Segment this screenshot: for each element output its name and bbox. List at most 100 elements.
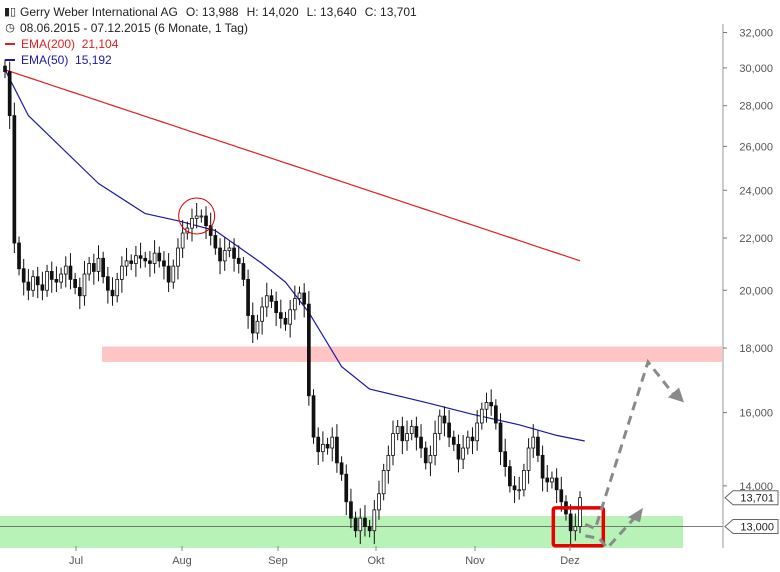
- candle-body: [353, 517, 358, 532]
- candle-body: [367, 526, 372, 532]
- candle: [325, 437, 330, 455]
- candle: [208, 212, 213, 246]
- candle-body: [503, 451, 508, 468]
- candle-body: [143, 257, 148, 262]
- candle-body: [292, 298, 297, 311]
- candle-body: [498, 422, 503, 453]
- x-tick-label: Dez: [560, 555, 580, 567]
- candle: [68, 253, 73, 290]
- candle: [540, 445, 545, 492]
- candle-body: [550, 477, 554, 483]
- candle: [180, 220, 185, 259]
- x-tick-label: Okt: [367, 555, 384, 567]
- candle-body: [433, 433, 437, 456]
- y-tick-label: 32,000: [739, 28, 773, 40]
- x-tick-label: Sep: [268, 555, 288, 567]
- candle-body: [339, 462, 344, 475]
- candle-body: [377, 493, 381, 511]
- candle: [218, 238, 222, 275]
- candle: [166, 253, 171, 293]
- candle-body: [573, 526, 578, 532]
- candle: [316, 427, 321, 466]
- candle-body: [264, 295, 269, 308]
- candle-body: [349, 501, 353, 519]
- highlight-box: [551, 506, 606, 548]
- candle-body: [391, 433, 395, 456]
- high-label: H:: [246, 5, 259, 19]
- projection-down-path: [585, 512, 640, 551]
- candle-body: [49, 270, 54, 280]
- candle: [40, 271, 45, 301]
- candle-body: [54, 278, 59, 283]
- candle-body: [456, 443, 461, 460]
- x-tick-label: Jul: [69, 555, 83, 567]
- candle-body: [171, 265, 176, 283]
- candle-body: [274, 300, 278, 314]
- candle-body: [110, 289, 115, 297]
- candle: [157, 246, 162, 268]
- y-tick-label: 14,000: [739, 481, 773, 493]
- y-tick-label: 30,000: [739, 63, 773, 75]
- candle: [222, 237, 227, 271]
- legend-range-row: ◷ 08.06.2015 - 07.12.2015 (6 Monate, 1 T…: [4, 20, 417, 36]
- candle-body: [246, 278, 250, 316]
- open-label: O:: [185, 5, 199, 19]
- candle: [35, 266, 40, 299]
- candle-body: [124, 260, 129, 267]
- candle: [573, 513, 578, 541]
- candle-body: [283, 317, 288, 325]
- candle: [45, 264, 49, 297]
- candle-body: [138, 255, 143, 259]
- candle-body: [316, 436, 321, 453]
- candle-body: [63, 265, 68, 275]
- candle-body: [40, 284, 45, 291]
- candle-body: [35, 276, 40, 286]
- candle: [437, 409, 442, 441]
- candle-body: [372, 509, 377, 532]
- candle: [465, 430, 470, 455]
- projection-up-path: [584, 358, 678, 531]
- candle: [91, 253, 96, 285]
- candle-body: [508, 466, 512, 487]
- candle: [120, 256, 124, 293]
- y-tick-label: 16,000: [739, 408, 773, 420]
- candle-body: [559, 489, 564, 503]
- candle: [260, 297, 264, 335]
- x-tick-label: Aug: [172, 555, 192, 567]
- candle: [54, 266, 59, 293]
- candle: [190, 208, 194, 242]
- candle-body: [204, 215, 208, 227]
- candle: [292, 285, 297, 320]
- price-label-text: 13,701: [740, 493, 774, 505]
- x-tick-label: Nov: [465, 555, 485, 567]
- candle-body: [120, 265, 124, 280]
- candle: [63, 256, 68, 288]
- ema200-line: [4, 69, 581, 262]
- low-value: 13,640: [319, 5, 357, 19]
- candle-body: [91, 263, 96, 272]
- candle-body: [414, 426, 419, 438]
- candle-body: [236, 257, 241, 264]
- ema50-label: EMA(50): [21, 53, 69, 67]
- candle: [105, 266, 110, 304]
- candle-body: [3, 65, 7, 72]
- candle: [288, 300, 293, 338]
- candle: [213, 228, 218, 255]
- candle: [395, 419, 400, 441]
- candle: [475, 409, 480, 451]
- candle: [101, 251, 106, 284]
- candle-body: [461, 447, 465, 460]
- candle: [363, 505, 367, 537]
- candle-body: [222, 250, 227, 262]
- candle-body: [451, 436, 456, 445]
- candle-body: [213, 235, 218, 249]
- candle: [433, 420, 437, 466]
- candle-body: [381, 470, 386, 495]
- candle: [269, 289, 274, 308]
- candle-body: [578, 497, 582, 527]
- candle-body: [447, 422, 451, 438]
- legend-title-row: ▮▯ Gerry Weber International AG O: 13,98…: [4, 4, 417, 20]
- candle-body: [344, 473, 349, 503]
- candle: [447, 409, 451, 448]
